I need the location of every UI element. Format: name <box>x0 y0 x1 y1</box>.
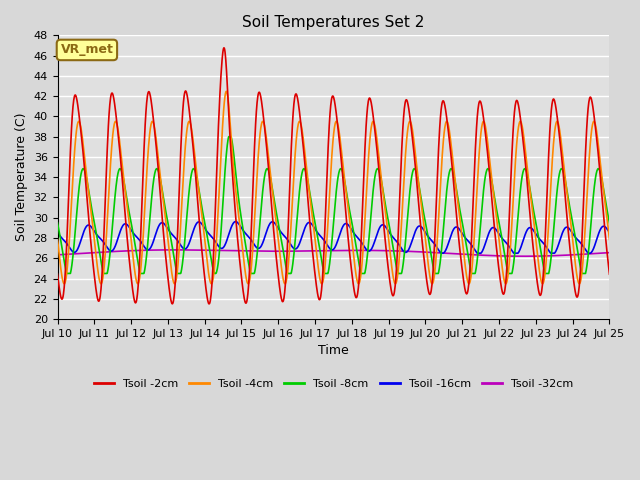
Text: VR_met: VR_met <box>60 44 113 57</box>
Title: Soil Temperatures Set 2: Soil Temperatures Set 2 <box>243 15 425 30</box>
X-axis label: Time: Time <box>318 344 349 357</box>
Y-axis label: Soil Temperature (C): Soil Temperature (C) <box>15 113 28 241</box>
Legend: Tsoil -2cm, Tsoil -4cm, Tsoil -8cm, Tsoil -16cm, Tsoil -32cm: Tsoil -2cm, Tsoil -4cm, Tsoil -8cm, Tsoi… <box>90 374 577 393</box>
